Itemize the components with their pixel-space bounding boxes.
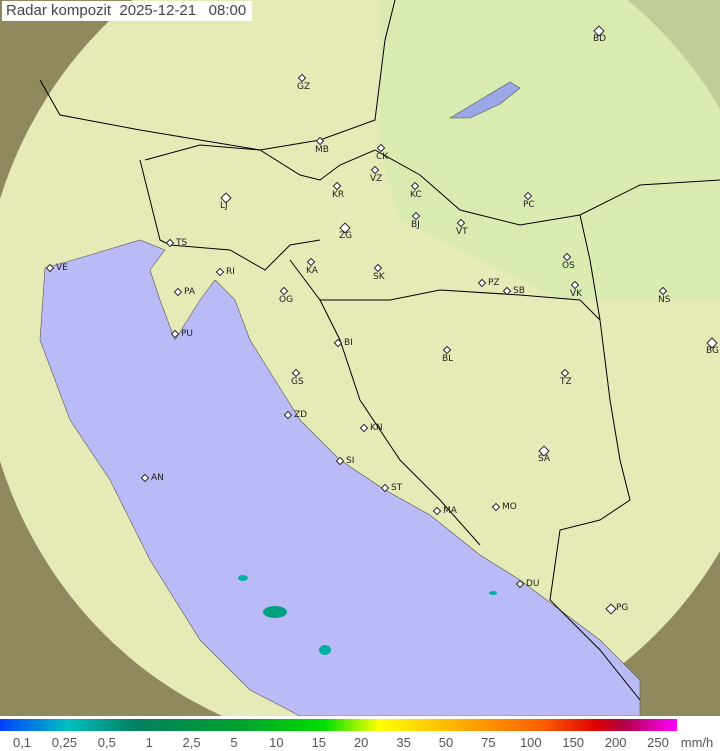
legend-label: 1 xyxy=(145,735,153,750)
map-title: Radar kompozit 2025-12-21 08:00 xyxy=(2,1,253,21)
legend-label: 15 xyxy=(311,735,327,750)
city-label: ZG xyxy=(339,231,353,241)
city-label: KR xyxy=(332,190,345,200)
city-label: MB xyxy=(315,145,329,155)
city-label: GS xyxy=(291,377,304,387)
legend-label: 35 xyxy=(396,735,411,750)
city-label: BI xyxy=(344,338,353,348)
legend-label: 5 xyxy=(230,735,238,750)
city-label: PC xyxy=(523,200,535,210)
precipitation-color-scale xyxy=(0,719,677,731)
city-label: BJ xyxy=(411,220,420,230)
legend-label: 100 xyxy=(519,735,542,750)
city-label: AN xyxy=(151,473,164,483)
city-label: KC xyxy=(410,190,422,200)
city-label: PZ xyxy=(488,278,500,288)
city-label: RI xyxy=(226,267,235,277)
legend-label: 0,1 xyxy=(12,735,32,750)
city-label: BG xyxy=(706,346,719,356)
city-label: OG xyxy=(279,295,294,305)
legend-labels: 0,1 0,25 0,5 1 2,5 5 10 15 20 35 50 75 100 150 200 250 m… xyxy=(0,735,720,751)
legend-label: 0,5 xyxy=(97,735,116,750)
city-label: PG xyxy=(616,603,629,613)
city-label: LJ xyxy=(220,201,228,211)
legend-label: 10 xyxy=(269,735,284,750)
city-label: SB xyxy=(513,286,525,296)
legend-label: 20 xyxy=(353,735,369,750)
legend-label: 50 xyxy=(438,735,454,750)
lowland-area xyxy=(380,0,720,300)
city-label: CK xyxy=(376,152,389,162)
lake-balaton xyxy=(448,81,521,119)
city-label: KA xyxy=(306,266,318,276)
legend-label: 2,5 xyxy=(182,735,201,750)
city-label: VT xyxy=(456,227,468,237)
city-label: VE xyxy=(56,263,68,273)
legend-label: 200 xyxy=(604,735,627,750)
title-time: 08:00 xyxy=(208,2,247,19)
legend-label: 75 xyxy=(481,735,496,750)
city-label: OS xyxy=(562,261,575,271)
city-label: NS xyxy=(658,295,671,305)
city-label: MA xyxy=(443,506,457,516)
legend-unit: mm/h xyxy=(680,735,714,750)
city-label: BD xyxy=(593,34,607,44)
city-label: GZ xyxy=(297,82,311,92)
title-label: Radar kompozit xyxy=(6,2,112,19)
city-label: DU xyxy=(526,579,540,589)
city-label: ZD xyxy=(294,410,308,420)
city-label: TS xyxy=(176,238,188,248)
city-label: KN xyxy=(370,423,383,433)
radar-map xyxy=(0,0,720,716)
sea-area xyxy=(39,239,641,716)
city-label: TZ xyxy=(560,377,572,387)
legend-label: 0,25 xyxy=(51,735,78,750)
city-label: MO xyxy=(502,502,517,512)
legend-label: 150 xyxy=(562,735,585,750)
city-label: PU xyxy=(181,329,194,339)
precipitation-echoes xyxy=(238,575,497,655)
city-label: ST xyxy=(391,483,403,493)
city-label: BL xyxy=(442,354,454,364)
legend-label: 250 xyxy=(647,735,669,750)
city-label: VK xyxy=(570,289,583,299)
city-label: SI xyxy=(346,456,355,466)
city-label: SK xyxy=(373,272,385,282)
city-label: SA xyxy=(538,454,551,464)
city-label: VZ xyxy=(370,174,383,184)
city-label: PA xyxy=(184,287,196,297)
title-date: 2025-12-21 xyxy=(119,2,197,19)
